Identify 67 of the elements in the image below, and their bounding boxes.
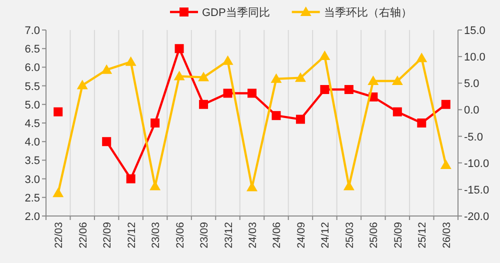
y-tick-label: 6.5 bbox=[24, 44, 40, 56]
x-tick-label: 26/03 bbox=[440, 222, 453, 248]
point bbox=[52, 188, 64, 198]
point bbox=[54, 107, 63, 116]
y-tick-label: 2.5 bbox=[24, 192, 40, 204]
point bbox=[319, 50, 330, 60]
point bbox=[125, 56, 136, 66]
point bbox=[222, 55, 234, 65]
point bbox=[248, 88, 256, 98]
x-tick-label: 23/06 bbox=[174, 222, 186, 248]
point bbox=[296, 114, 305, 124]
x-tick-label: 25/12 bbox=[416, 222, 429, 248]
y2-tick-label: -20.0 bbox=[464, 211, 490, 223]
point bbox=[199, 100, 208, 109]
y2-tick-label: 0.0 bbox=[464, 104, 480, 117]
point bbox=[126, 174, 136, 184]
y2-tick-label: -5.0 bbox=[464, 131, 483, 144]
point bbox=[416, 52, 428, 62]
point bbox=[417, 118, 426, 128]
point bbox=[320, 85, 330, 94]
point bbox=[440, 159, 452, 169]
point bbox=[270, 73, 282, 83]
point bbox=[150, 118, 160, 128]
y-tick-label: 3.0 bbox=[24, 174, 40, 186]
point bbox=[174, 44, 184, 54]
point bbox=[102, 137, 112, 146]
x-tick-label: 24/06 bbox=[271, 222, 284, 248]
x-tick-label: 25/06 bbox=[368, 222, 380, 248]
y2-tick-label: -15.0 bbox=[464, 184, 490, 196]
y-tick-label: 2.0 bbox=[24, 211, 40, 223]
y2-tick-label: 10.0 bbox=[464, 52, 486, 64]
point bbox=[76, 80, 88, 90]
y2-tick-label: 15.0 bbox=[464, 25, 486, 37]
y-tick-label: 5.0 bbox=[24, 99, 40, 112]
x-tick-label: 24/12 bbox=[320, 222, 332, 248]
point bbox=[272, 111, 281, 120]
y-tick-label: 6.0 bbox=[24, 62, 40, 74]
y-tick-label: 7.0 bbox=[24, 25, 40, 37]
point bbox=[294, 72, 306, 82]
x-tick-label: 23/12 bbox=[222, 222, 235, 248]
y-tick-label: 4.5 bbox=[24, 118, 40, 130]
point bbox=[174, 70, 185, 80]
point bbox=[392, 76, 403, 86]
legend-label: 当季环比（右轴） bbox=[324, 6, 412, 19]
x-tick-label: 22/12 bbox=[126, 222, 138, 248]
y-tick-label: 5.5 bbox=[24, 80, 40, 93]
point bbox=[392, 107, 402, 116]
y-tick-label: 4.0 bbox=[24, 136, 40, 149]
point bbox=[198, 72, 210, 82]
point bbox=[441, 100, 450, 109]
y2-tick-label: -10.0 bbox=[464, 158, 490, 170]
x-tick-label: 22/06 bbox=[77, 222, 90, 248]
x-tick-label: 25/03 bbox=[344, 222, 356, 248]
y2-tick-label: 5.0 bbox=[464, 78, 480, 90]
point bbox=[344, 85, 354, 94]
point bbox=[368, 76, 379, 86]
x-tick-label: 23/09 bbox=[198, 222, 211, 248]
x-tick-label: 24/03 bbox=[247, 222, 259, 248]
y-tick-label: 3.5 bbox=[24, 155, 40, 168]
x-tick-label: 24/09 bbox=[295, 222, 308, 248]
x-tick-label: 25/09 bbox=[392, 222, 404, 248]
x-tick-label: 22/09 bbox=[102, 222, 114, 248]
point bbox=[223, 88, 232, 98]
legend-label: GDP当季同比 bbox=[202, 6, 270, 19]
x-tick-label: 23/03 bbox=[150, 222, 162, 248]
point bbox=[101, 64, 112, 74]
x-tick-label: 22/03 bbox=[53, 222, 66, 248]
